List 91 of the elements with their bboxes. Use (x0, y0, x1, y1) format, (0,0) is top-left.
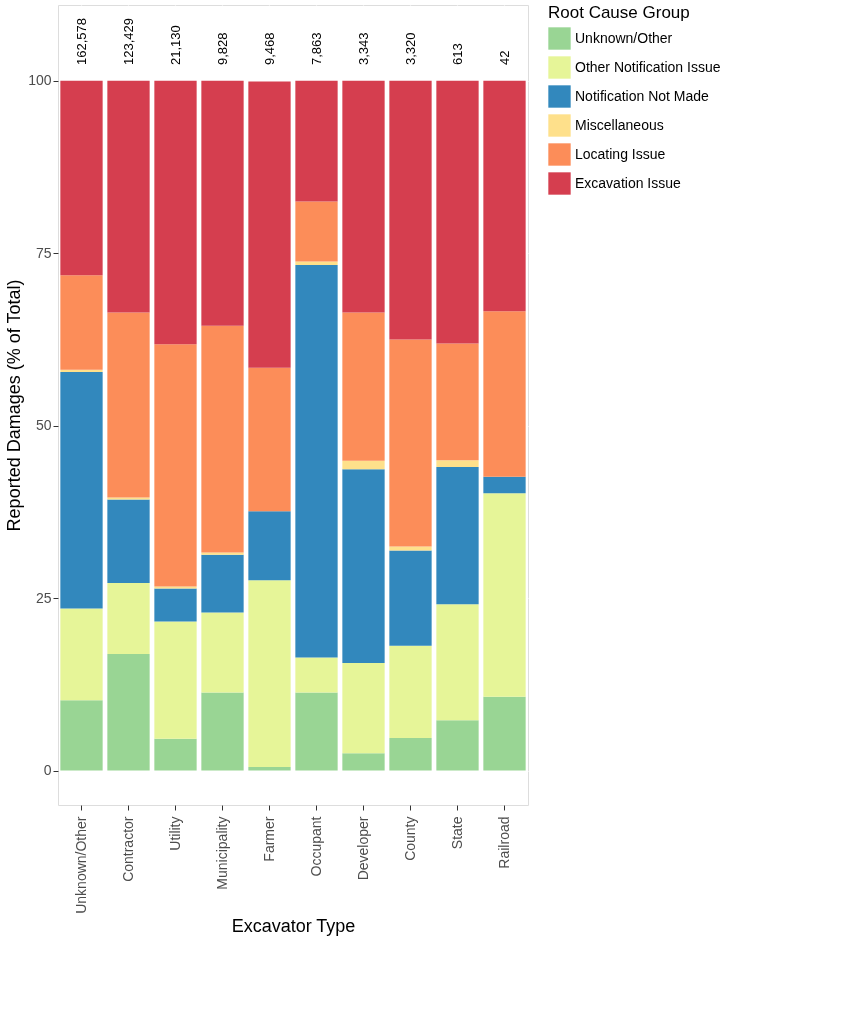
bar (107, 497, 150, 500)
bar (154, 738, 197, 771)
annotation: 613 (449, 43, 465, 65)
x-axis-title: Excavator Type (231, 915, 356, 936)
bar (154, 621, 197, 739)
annotation: 123,429 (120, 18, 136, 65)
bar (248, 511, 291, 581)
bar (201, 552, 244, 555)
y-tick-label: 0 (43, 762, 52, 779)
bar (342, 460, 385, 470)
bar (154, 344, 197, 587)
annotation: 9,828 (214, 32, 230, 65)
bar (107, 653, 150, 771)
annotation: 21,130 (167, 25, 183, 65)
bar (389, 645, 432, 739)
bar (107, 80, 150, 313)
bar (60, 608, 103, 701)
bar (342, 753, 385, 771)
bar (295, 265, 338, 658)
legend-label: Miscellaneous (575, 116, 664, 133)
legend-title: Root Cause Group (548, 3, 690, 22)
bar (107, 499, 150, 583)
bar (342, 80, 385, 313)
bar (389, 80, 432, 340)
bar (154, 586, 197, 589)
bar (295, 657, 338, 693)
bar (201, 554, 244, 613)
annotation: 42 (496, 50, 512, 65)
bar (436, 343, 479, 461)
bar (483, 696, 526, 771)
y-axis-title: Reported Damages (% of Total) (4, 279, 25, 532)
y-tick-label: 50 (35, 417, 52, 434)
annotation: 3,343 (355, 32, 371, 65)
x-tick-label: Utility (166, 816, 183, 851)
bar (295, 80, 338, 202)
bar (483, 493, 526, 697)
bar (201, 692, 244, 771)
x-tick-label: Railroad (495, 816, 512, 869)
bar (248, 580, 291, 768)
legend-label: Unknown/Other (575, 29, 673, 46)
bar (342, 312, 385, 461)
bar (201, 612, 244, 693)
y-tick-label: 25 (35, 589, 52, 606)
bar (201, 325, 244, 553)
bar (483, 476, 526, 494)
x-tick-label: Developer (354, 816, 371, 881)
bar (60, 700, 103, 771)
bar (60, 80, 103, 276)
x-tick-label: Contractor (119, 816, 136, 882)
legend-label: Excavation Issue (575, 174, 682, 191)
bar (295, 692, 338, 771)
bar (154, 588, 197, 622)
bar (342, 469, 385, 663)
bar (60, 369, 103, 372)
bar (201, 80, 244, 326)
bar (436, 720, 479, 771)
x-tick-label: Municipality (213, 816, 230, 890)
annotation: 3,320 (402, 32, 418, 65)
x-tick-label: County (401, 816, 418, 861)
x-tick-label: Occupant (307, 816, 324, 877)
bar (342, 662, 385, 754)
bar (60, 371, 103, 609)
bar (389, 546, 432, 551)
bar (389, 738, 432, 771)
annotation: 162,578 (73, 18, 89, 65)
bar (436, 460, 479, 468)
legend-label: Notification Not Made (575, 87, 710, 104)
bar (436, 80, 479, 344)
y-tick-label: 100 (28, 72, 52, 89)
x-tick-label: Farmer (260, 816, 277, 862)
x-tick-label: State (448, 816, 465, 850)
bar (295, 201, 338, 262)
bar (436, 467, 479, 605)
x-tick-label: Unknown/Other (72, 816, 89, 914)
bar (483, 311, 526, 477)
bar (154, 80, 197, 345)
bar (248, 767, 291, 771)
bar (60, 275, 103, 370)
legend-label: Locating Issue (575, 145, 666, 162)
bar (436, 604, 479, 721)
annotation: 9,468 (261, 32, 277, 65)
bar (389, 550, 432, 646)
bar (483, 80, 526, 312)
bar (107, 312, 150, 498)
bar (107, 582, 150, 654)
bar (248, 367, 291, 512)
bar (248, 81, 291, 368)
y-tick-label: 75 (35, 244, 52, 261)
annotation: 7,863 (308, 32, 324, 65)
bar (389, 339, 432, 547)
legend-label: Other Notification Issue (575, 58, 721, 75)
